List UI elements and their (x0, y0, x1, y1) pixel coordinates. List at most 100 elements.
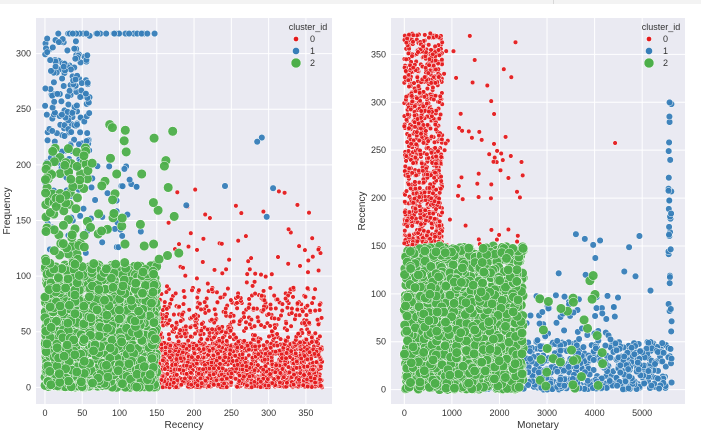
point-cluster-0 (403, 158, 409, 164)
point-cluster-0 (612, 140, 618, 146)
point-cluster-0 (438, 174, 444, 180)
point-cluster-0 (312, 286, 318, 292)
point-cluster-0 (194, 275, 200, 281)
point-cluster-0 (223, 329, 229, 336)
point-cluster-0 (410, 39, 416, 45)
point-cluster-0 (185, 244, 192, 250)
point-cluster-0 (215, 382, 222, 388)
point-cluster-0 (248, 255, 254, 261)
point-cluster-0 (283, 338, 289, 344)
point-cluster-0 (222, 354, 228, 360)
point-cluster-2 (125, 343, 136, 354)
point-cluster-1 (71, 75, 80, 84)
point-cluster-0 (469, 135, 475, 141)
point-cluster-0 (423, 217, 429, 224)
point-cluster-0 (514, 189, 520, 195)
point-cluster-0 (467, 33, 473, 39)
point-cluster-0 (413, 172, 419, 178)
point-cluster-0 (236, 378, 242, 384)
point-cluster-0 (198, 327, 204, 334)
point-cluster-0 (305, 383, 311, 390)
legend-marker-1 (292, 47, 300, 55)
point-cluster-0 (406, 125, 412, 131)
point-cluster-2 (58, 220, 69, 231)
point-cluster-1 (125, 30, 133, 38)
point-cluster-0 (491, 141, 497, 147)
point-cluster-2 (87, 378, 98, 389)
point-cluster-2 (119, 135, 130, 146)
point-cluster-0 (241, 338, 247, 344)
point-cluster-0 (432, 43, 438, 49)
point-cluster-0 (317, 302, 323, 308)
point-cluster-0 (406, 133, 413, 139)
point-cluster-0 (304, 356, 310, 362)
point-cluster-0 (164, 283, 170, 289)
point-cluster-0 (443, 48, 449, 54)
point-cluster-0 (200, 366, 206, 372)
point-cluster-0 (305, 285, 311, 291)
point-cluster-0 (433, 126, 439, 133)
point-cluster-2 (102, 371, 114, 383)
point-cluster-0 (195, 382, 201, 388)
point-cluster-0 (235, 294, 241, 300)
point-cluster-0 (192, 187, 198, 193)
point-cluster-2 (102, 323, 113, 334)
point-cluster-0 (426, 109, 432, 115)
point-cluster-0 (187, 324, 193, 330)
point-cluster-2 (149, 133, 160, 144)
y-tick-label: 100 (16, 271, 31, 281)
point-cluster-0 (200, 259, 206, 265)
point-cluster-1 (67, 65, 75, 73)
point-cluster-0 (246, 296, 252, 302)
point-cluster-0 (438, 186, 444, 192)
point-cluster-0 (430, 51, 436, 57)
point-cluster-0 (263, 274, 269, 280)
point-cluster-2 (105, 342, 116, 353)
point-cluster-0 (472, 57, 478, 63)
point-cluster-0 (408, 106, 414, 112)
x-tick-label: 350 (298, 408, 313, 418)
point-cluster-0 (178, 382, 184, 388)
point-cluster-0 (486, 151, 492, 157)
point-cluster-0 (496, 232, 502, 238)
point-cluster-0 (517, 194, 523, 200)
point-cluster-0 (403, 68, 409, 74)
point-cluster-0 (219, 270, 225, 276)
point-cluster-0 (246, 373, 253, 379)
point-cluster-0 (314, 339, 320, 345)
point-cluster-1 (98, 238, 106, 246)
point-cluster-1 (64, 100, 72, 109)
point-cluster-0 (166, 220, 172, 226)
point-cluster-0 (267, 350, 273, 357)
point-cluster-2 (54, 377, 65, 388)
x-tick-label: 250 (224, 408, 239, 418)
point-cluster-2 (101, 263, 112, 274)
point-cluster-0 (202, 378, 209, 384)
point-cluster-0 (206, 308, 212, 314)
point-cluster-2 (148, 317, 159, 328)
point-cluster-0 (277, 370, 283, 376)
point-cluster-0 (166, 331, 172, 337)
x-tick-label: 2000 (489, 408, 509, 418)
x-tick-label: 100 (112, 408, 127, 418)
point-cluster-0 (167, 317, 173, 323)
point-cluster-0 (252, 291, 258, 297)
point-cluster-0 (309, 235, 315, 241)
point-cluster-2 (44, 366, 55, 377)
point-cluster-0 (271, 293, 277, 299)
point-cluster-0 (410, 200, 416, 206)
x-axis-label: Recency (165, 420, 204, 431)
point-cluster-0 (311, 295, 317, 301)
point-cluster-0 (413, 141, 419, 147)
point-cluster-1 (58, 111, 66, 119)
point-cluster-0 (505, 226, 511, 233)
point-cluster-2 (163, 182, 174, 193)
point-cluster-1 (91, 196, 99, 204)
point-cluster-0 (216, 326, 222, 332)
point-cluster-0 (492, 155, 498, 161)
point-cluster-0 (216, 338, 222, 344)
point-cluster-2 (148, 197, 159, 208)
point-cluster-2 (85, 312, 97, 323)
series-2-points (39, 119, 184, 393)
point-cluster-2 (41, 338, 53, 349)
